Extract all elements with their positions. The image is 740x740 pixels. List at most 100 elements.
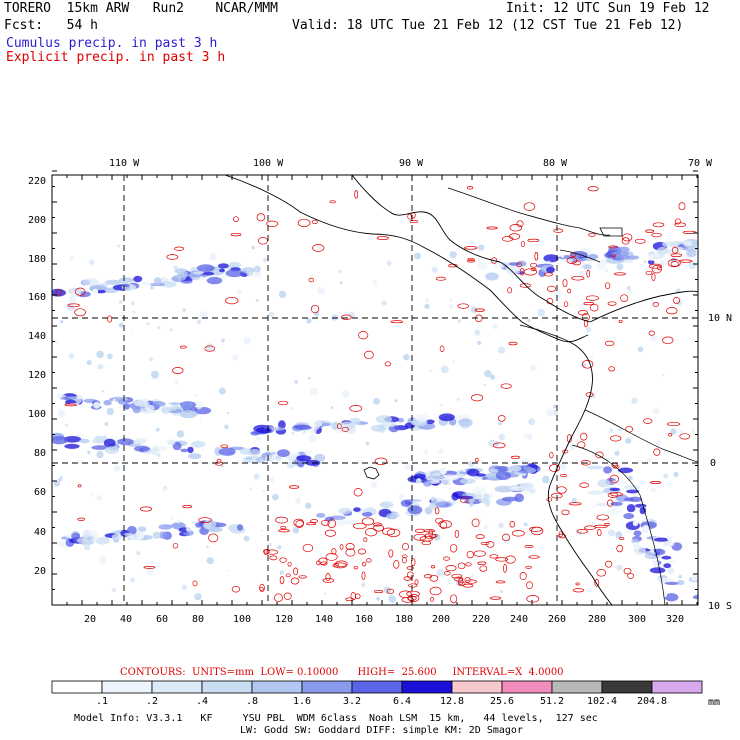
explicit-precip-contour: [327, 519, 336, 528]
explicit-precip-contour: [450, 594, 458, 604]
precip-cell: [353, 507, 361, 512]
precip-speckle: [370, 481, 378, 488]
precip-speckle: [381, 300, 387, 306]
explicit-precip-contour: [384, 361, 391, 367]
precip-speckle: [96, 495, 103, 501]
precip-speckle: [386, 260, 392, 266]
precip-speckle: [89, 259, 95, 265]
explicit-precip-contour: [302, 543, 314, 553]
precip-speckle: [176, 519, 180, 524]
precip-speckle: [295, 497, 302, 504]
coastlines: [224, 175, 698, 605]
precip-speckle: [552, 409, 558, 416]
precip-speckle: [254, 265, 261, 273]
precip-speckle: [479, 519, 482, 522]
explicit-precip-contour: [608, 366, 615, 372]
explicit-precip-contour: [558, 531, 563, 538]
precip-speckle: [194, 593, 202, 601]
explicit-precip-contour: [674, 218, 681, 225]
explicit-precip-contour: [458, 578, 464, 586]
colorbar-swatch: [51, 680, 103, 694]
explicit-precip-contour: [373, 522, 382, 527]
explicit-precip-contour: [423, 574, 433, 579]
precip-speckle: [675, 288, 681, 293]
explicit-precip-contour: [413, 533, 427, 541]
explicit-precip-contour: [503, 564, 507, 573]
explicit-precip-contour: [449, 543, 458, 553]
precip-speckle: [268, 311, 275, 318]
precip-speckle: [131, 329, 134, 332]
explicit-precip-contour: [354, 593, 361, 600]
precip-cell: [153, 277, 162, 285]
map-frame: [51, 174, 699, 606]
explicit-precip-contour: [414, 528, 426, 533]
lat-label-0: 0: [710, 458, 717, 469]
precip-cell: [180, 280, 193, 284]
explicit-precip-contour: [576, 529, 588, 534]
x-tick-200: 200: [432, 614, 451, 625]
precip-speckle: [130, 301, 135, 306]
explicit-precip-contour: [623, 567, 632, 575]
lon-label-100w: 100 W: [253, 158, 284, 169]
explicit-precip-contour: [430, 597, 434, 602]
precip-speckle: [469, 502, 474, 507]
explicit-precip-contour: [364, 350, 374, 360]
explicit-precip-contour: [465, 579, 478, 584]
explicit-precip-contour: [645, 229, 655, 233]
x-tick-80: 80: [192, 614, 205, 625]
cbar-label: 1.6: [292, 696, 312, 707]
precip-speckle: [292, 527, 300, 534]
explicit-precip-contour: [208, 533, 219, 543]
precip-cell: [179, 409, 198, 419]
explicit-precip-contour: [408, 583, 418, 588]
precip-cell: [559, 258, 574, 262]
explicit-precip-contour: [530, 526, 544, 536]
precip-speckle: [117, 244, 121, 248]
explicit-precip-contour: [390, 320, 404, 324]
precip-speckle: [542, 475, 550, 484]
cbar-label: 204.8: [636, 696, 668, 707]
precip-speckle: [206, 545, 209, 549]
precip-speckle: [637, 346, 644, 353]
y-tick-180: 180: [28, 254, 47, 265]
explicit-precip-contour: [388, 549, 394, 558]
precip-cell: [250, 431, 261, 436]
precip-cell: [220, 275, 229, 280]
precip-speckle: [691, 574, 698, 582]
precip-speckle: [678, 574, 683, 579]
precip-speckle: [260, 529, 263, 532]
explicit-precip-contour: [527, 238, 540, 243]
explicit-precip-contour: [594, 579, 600, 587]
colorbar-swatch: [501, 680, 553, 694]
precip-cell: [82, 529, 91, 539]
explicit-precip-contour: [586, 269, 591, 278]
precip-speckle: [497, 317, 501, 321]
explicit-precip-contour: [607, 499, 614, 507]
explicit-precip-contour: [465, 562, 472, 567]
cbar-label: 3.2: [342, 696, 362, 707]
precip-cell: [683, 240, 693, 247]
x-tick-100: 100: [233, 614, 252, 625]
precip-cell: [255, 456, 265, 464]
x-tick-300: 300: [628, 614, 647, 625]
explicit-precip-contour: [464, 246, 478, 250]
precip-speckle: [439, 403, 443, 408]
explicit-precip-contour: [528, 555, 540, 559]
precip-speckle: [661, 374, 665, 377]
precip-speckle: [655, 439, 662, 446]
explicit-precip-contour: [610, 435, 622, 442]
explicit-precip-contour: [172, 367, 184, 374]
explicit-precip-contour: [430, 565, 436, 569]
precip-speckle: [646, 458, 652, 463]
precip-cell: [425, 419, 435, 425]
precip-speckle: [632, 520, 639, 527]
precip-speckle: [533, 527, 541, 535]
explicit-precip-contour: [77, 517, 86, 521]
explicit-precip-contour: [588, 232, 596, 237]
precip-speckle: [399, 494, 405, 500]
explicit-precip-contour: [580, 432, 588, 441]
precip-speckle: [162, 488, 166, 492]
precip-speckle: [498, 522, 504, 529]
x-tick-280: 280: [588, 614, 607, 625]
